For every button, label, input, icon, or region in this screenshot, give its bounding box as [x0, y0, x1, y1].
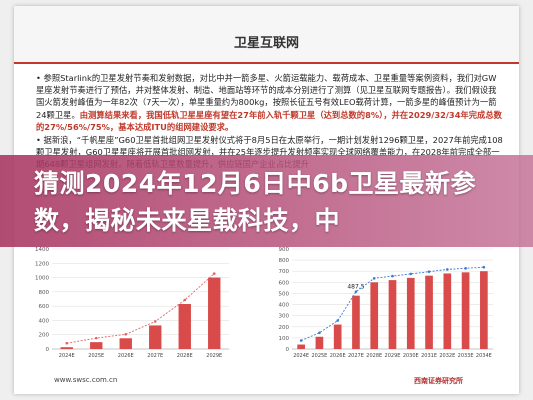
trend-point	[336, 319, 339, 322]
y-tick-label: 500	[279, 291, 290, 297]
x-tick-label: 2027E	[147, 353, 163, 359]
x-tick-label: 2026E	[330, 353, 346, 359]
trend-point	[372, 277, 376, 280]
x-tick-label: 2028E	[366, 353, 382, 359]
x-tick-label: 2029E	[206, 353, 222, 359]
trend-point	[124, 332, 128, 336]
bar	[425, 275, 433, 349]
x-tick-label: 2034E	[476, 353, 492, 359]
bar	[315, 336, 324, 349]
y-tick-label: 600	[39, 304, 50, 310]
trend-line	[66, 273, 215, 344]
y-tick-label: 0	[46, 347, 50, 353]
x-tick-label: 2030E	[403, 353, 419, 359]
x-tick-label: 2032E	[439, 353, 455, 359]
y-tick-label: 600	[279, 280, 290, 286]
x-tick-label: 2028E	[177, 353, 193, 359]
trend-point	[318, 331, 321, 335]
y-tick-label: 1200	[35, 261, 49, 267]
trend-point	[153, 320, 157, 323]
bar	[149, 325, 162, 349]
trend-point	[354, 290, 358, 293]
x-tick-label: 2025E	[88, 353, 104, 359]
chart-left-svg: 0 200 400 600 800 1000 1200 1400 2024E 2025E 2026E…	[35, 247, 229, 359]
x-tick-label: 2024E	[293, 353, 309, 359]
bar	[178, 304, 191, 349]
paragraph-1-emphasis: 由测算结果来看，我国低轨卫星星座有望在27年前入轨千颗卫星（达到总数的8%），并…	[36, 109, 502, 132]
y-tick-label: 700	[279, 269, 290, 275]
overlay-title: 猜测2024年12月6日中6b卫星最新参数，揭秘未来星载科技，中	[34, 169, 477, 235]
bar	[370, 282, 379, 349]
report-header: 卫星互联网	[14, 6, 519, 64]
trend-point	[391, 274, 394, 278]
y-tick-label: 0	[286, 347, 290, 353]
trend-point	[482, 265, 486, 269]
bar	[60, 347, 73, 349]
bar	[352, 295, 360, 349]
x-tick-label: 2033E	[458, 353, 474, 359]
trend-point	[183, 298, 187, 302]
paragraph-1: • 参照Starlink的卫星发射节奏和发射数据，对比中并一箭多星、火箭运载能力…	[36, 72, 504, 133]
y-tick-label: 300	[279, 314, 290, 320]
bar	[388, 280, 397, 349]
y-tick-label: 1400	[35, 247, 49, 253]
x-tick-label: 2031E	[421, 353, 437, 359]
bar	[461, 272, 470, 349]
page-title: 卫星互联网	[233, 36, 299, 51]
y-tick-label: 200	[279, 325, 290, 331]
trend-point	[409, 272, 413, 276]
bar	[208, 277, 221, 349]
bar	[297, 344, 305, 349]
trend-point	[299, 339, 303, 342]
bar	[119, 338, 132, 349]
trend-point	[94, 336, 98, 340]
x-tick-label: 2024E	[59, 353, 75, 359]
bar	[406, 277, 415, 349]
trend-point	[446, 268, 449, 271]
paragraph-1-text: • 参照Starlink的卫星发射节奏和发射数据，对比中并一箭多星、火箭运载能力…	[36, 73, 497, 120]
y-tick-label: 400	[279, 303, 290, 309]
title-overlay: 猜测2024年12月6日中6b卫星最新参数，揭秘未来星载科技，中	[0, 155, 533, 247]
trend-point	[65, 341, 69, 345]
x-tick-label: 2027E	[348, 353, 364, 359]
y-tick-label: 100	[279, 336, 290, 342]
bar	[333, 324, 342, 349]
bar	[90, 342, 103, 349]
y-tick-label: 800	[39, 290, 50, 296]
footer-publisher: 西南证券研究所	[414, 377, 463, 385]
bar	[480, 271, 488, 349]
x-tick-label: 2029E	[385, 353, 401, 359]
y-tick-label: 200	[39, 333, 50, 339]
trend-point	[464, 267, 467, 270]
chart-right: 0 100 200 300 400 500 600 700 800 900 2024E 2025E 20…	[272, 245, 497, 363]
x-tick-label: 2026E	[118, 353, 134, 359]
x-tick-label: 2025E	[311, 353, 327, 359]
trend-point	[427, 270, 431, 273]
y-tick-label: 1000	[35, 276, 49, 282]
chart-left: 0 200 400 600 800 1000 1200 1400 2024E 2025E 2026E…	[30, 245, 235, 363]
data-label: 487.5	[347, 284, 364, 291]
footer-url: www.swsc.com.cn	[54, 376, 118, 384]
y-tick-label: 800	[279, 258, 290, 264]
trend-point	[212, 272, 216, 275]
y-tick-label: 400	[39, 318, 50, 324]
y-tick-label: 900	[279, 247, 290, 253]
bar	[443, 273, 452, 349]
